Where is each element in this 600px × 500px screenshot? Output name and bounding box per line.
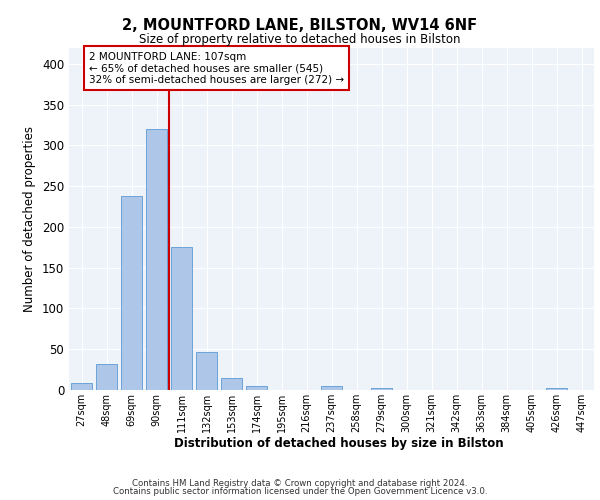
Bar xyxy=(171,248,192,390)
Bar xyxy=(71,384,92,390)
Bar xyxy=(121,196,142,390)
Text: Contains public sector information licensed under the Open Government Licence v3: Contains public sector information licen… xyxy=(113,487,487,496)
Text: Contains HM Land Registry data © Crown copyright and database right 2024.: Contains HM Land Registry data © Crown c… xyxy=(132,478,468,488)
Text: 2, MOUNTFORD LANE, BILSTON, WV14 6NF: 2, MOUNTFORD LANE, BILSTON, WV14 6NF xyxy=(122,18,478,32)
Bar xyxy=(546,388,567,390)
Bar xyxy=(96,364,117,390)
Text: 2 MOUNTFORD LANE: 107sqm
← 65% of detached houses are smaller (545)
32% of semi-: 2 MOUNTFORD LANE: 107sqm ← 65% of detach… xyxy=(89,52,344,85)
Bar xyxy=(321,386,342,390)
Bar xyxy=(371,388,392,390)
Y-axis label: Number of detached properties: Number of detached properties xyxy=(23,126,37,312)
Bar xyxy=(221,378,242,390)
Bar xyxy=(196,352,217,390)
Bar xyxy=(246,386,267,390)
Bar xyxy=(146,129,167,390)
Text: Size of property relative to detached houses in Bilston: Size of property relative to detached ho… xyxy=(139,32,461,46)
Text: Distribution of detached houses by size in Bilston: Distribution of detached houses by size … xyxy=(174,437,504,450)
